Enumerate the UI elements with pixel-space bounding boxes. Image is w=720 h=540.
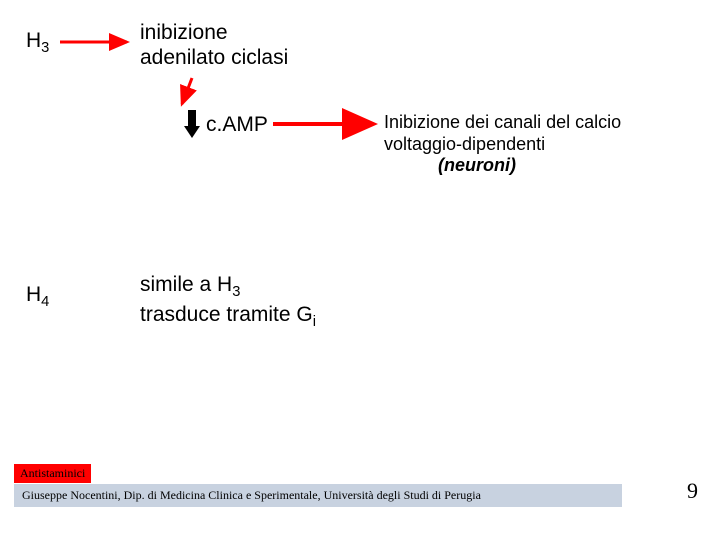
- camp-label: c.AMP: [206, 112, 268, 137]
- h3-desc: inibizione adenilato ciclasi: [140, 20, 288, 70]
- h4-prefix: H: [26, 283, 41, 306]
- h4-desc-line2: trasduce tramite Gi: [140, 302, 316, 332]
- camp-result-line3: (neuroni): [384, 155, 621, 177]
- h3-desc-line2: adenilato ciclasi: [140, 45, 288, 70]
- footer-credit-bar: Giuseppe Nocentini, Dip. di Medicina Cli…: [14, 484, 622, 507]
- page-number: 9: [687, 478, 698, 504]
- h4-label: H4: [26, 282, 49, 312]
- h4-desc-line1: simile a H3: [140, 272, 316, 302]
- arrow-h3-to-desc: [0, 0, 720, 540]
- footer-topic-label: Antistaminici: [14, 464, 91, 483]
- h4-sub: 4: [41, 294, 49, 310]
- camp-result-line2: voltaggio-dipendenti: [384, 134, 621, 156]
- down-arrow-icon: [184, 110, 200, 140]
- h3-desc-line1: inibizione: [140, 20, 288, 45]
- camp-result: Inibizione dei canali del calcio voltagg…: [384, 112, 621, 177]
- camp-result-line1: Inibizione dei canali del calcio: [384, 112, 621, 134]
- h4-desc: simile a H3 trasduce tramite Gi: [140, 272, 316, 332]
